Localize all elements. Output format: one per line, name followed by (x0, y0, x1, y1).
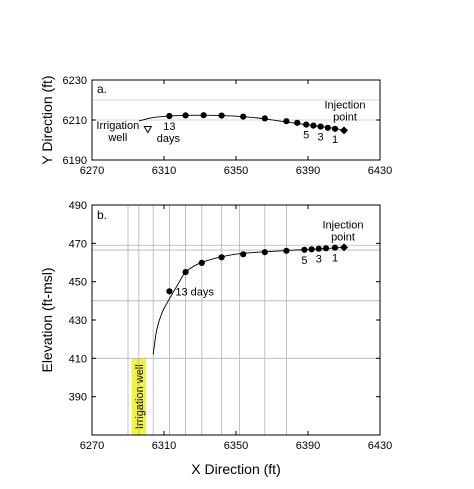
panel-a-xtick-label: 6270 (80, 165, 104, 177)
panel-a-data-point (303, 121, 310, 128)
panel-a-ticks: 6270 6310 6350 6390 6430 6190 6210 6230 (63, 75, 393, 177)
panel-b-xtick-label: 6390 (296, 440, 320, 452)
panel-b-ticks: 6270 6310 6350 6390 6430 390 410 430 450 470 490 (69, 200, 393, 452)
panel-a-irrigation-well-marker (143, 126, 153, 134)
panel-b-ytick-label: 470 (69, 238, 87, 250)
panel-a-gridlines (92, 99, 380, 121)
panel-b-injection-point-marker (340, 243, 348, 252)
panel-a-days-number: 13 (163, 121, 175, 133)
panel-b-data-point (331, 244, 339, 251)
panel-a-data-point (261, 115, 268, 122)
panel-b-data-point (240, 251, 247, 258)
panel-a-xtick-label: 6390 (296, 165, 320, 177)
panel-a-injection-label-line1: Injection (325, 99, 366, 111)
panel-b-data-point (308, 246, 315, 253)
panel-b-data-point (315, 245, 322, 252)
panel-a-ytick-label: 6210 (63, 115, 87, 127)
panel-a-count-1: 1 (332, 134, 338, 146)
panel-a-ytick-label: 6190 (63, 155, 87, 167)
panel-a-xtick-label: 6350 (224, 165, 248, 177)
panel-b-xtick-label: 6270 (80, 440, 104, 452)
panel-b-xtick-label: 6350 (224, 440, 248, 452)
panel-b-irrigation-well-label: Irrigation well (134, 364, 146, 429)
panel-a-data-point (294, 119, 301, 126)
panel-a-data-point (182, 112, 189, 119)
panel-b-data-point (166, 288, 173, 295)
panel-a-injection-label-line2: point (333, 111, 357, 123)
panel-a-data-point (240, 113, 247, 120)
panel-a-count-5: 5 (303, 130, 309, 142)
panel-a-ytick-label: 6230 (63, 75, 87, 87)
panel-a-irrigation-well-label-line2: well (107, 132, 127, 144)
panel-b-ylabel: Elevation (ft-msl) (39, 267, 55, 372)
panel-b-data-point (301, 246, 308, 253)
panel-a-points (166, 112, 339, 132)
panel-a-days-word: days (157, 133, 181, 145)
panel-a-data-point (166, 112, 173, 120)
panel-b-data-point (261, 249, 268, 256)
panel-b-count-3: 3 (316, 254, 322, 266)
panel-b-ytick-label: 450 (69, 277, 87, 289)
panel-a-data-point (218, 112, 225, 119)
panel-a-ylabel: Y Direction (ft) (39, 75, 55, 164)
panel-b-count-1: 1 (332, 253, 338, 265)
panel-b-ytick-label: 410 (69, 353, 87, 365)
panel-b-days-label: 13 days (175, 286, 214, 298)
panel-b-xlabel: X Direction (ft) (191, 461, 280, 477)
panel-b-xtick-label: 6430 (368, 440, 392, 452)
panel-a-data-point (200, 112, 207, 119)
panel-b-data-point (283, 247, 290, 254)
panel-b-label: b. (97, 208, 107, 222)
panel-b-data-point (182, 269, 189, 276)
panel-a-data-point (310, 122, 317, 129)
panel-a-injection-point-marker (340, 126, 348, 135)
panel-a: 6270 6310 6350 6390 6430 6190 6210 6230 a. Y Di… (39, 75, 392, 177)
panel-b-data-point (218, 254, 225, 261)
panel-b-points (166, 244, 339, 295)
panel-b-ytick-label: 430 (69, 315, 87, 327)
panel-a-data-point (324, 124, 331, 131)
panel-a-label: a. (97, 82, 107, 96)
panel-b-data-point (322, 245, 330, 252)
panel-b-track-line (152, 246, 345, 355)
panel-b-injection-label-line2: point (331, 231, 355, 243)
panel-a-data-point (317, 123, 324, 130)
panel-a-data-point (331, 125, 339, 132)
panel-a-xtick-label: 6430 (368, 165, 392, 177)
panel-b-count-5: 5 (301, 255, 307, 267)
panel-b-ytick-label: 390 (69, 392, 87, 404)
panel-b-injection-label-line1: Injection (323, 219, 364, 231)
panel-a-data-point (283, 118, 290, 125)
panel-b-ytick-label: 490 (69, 200, 87, 212)
panel-a-count-3: 3 (318, 132, 324, 144)
panel-a-irrigation-well-label-line1: Irrigation (96, 120, 139, 132)
panel-b-xtick-label: 6310 (152, 440, 176, 452)
panel-b-gridlines (92, 205, 380, 435)
panel-a-xtick-label: 6310 (152, 165, 176, 177)
panel-b: Irrigation well 6270 6310 6350 6390 6430 390 4… (39, 200, 392, 477)
panel-b-data-point (198, 259, 205, 266)
